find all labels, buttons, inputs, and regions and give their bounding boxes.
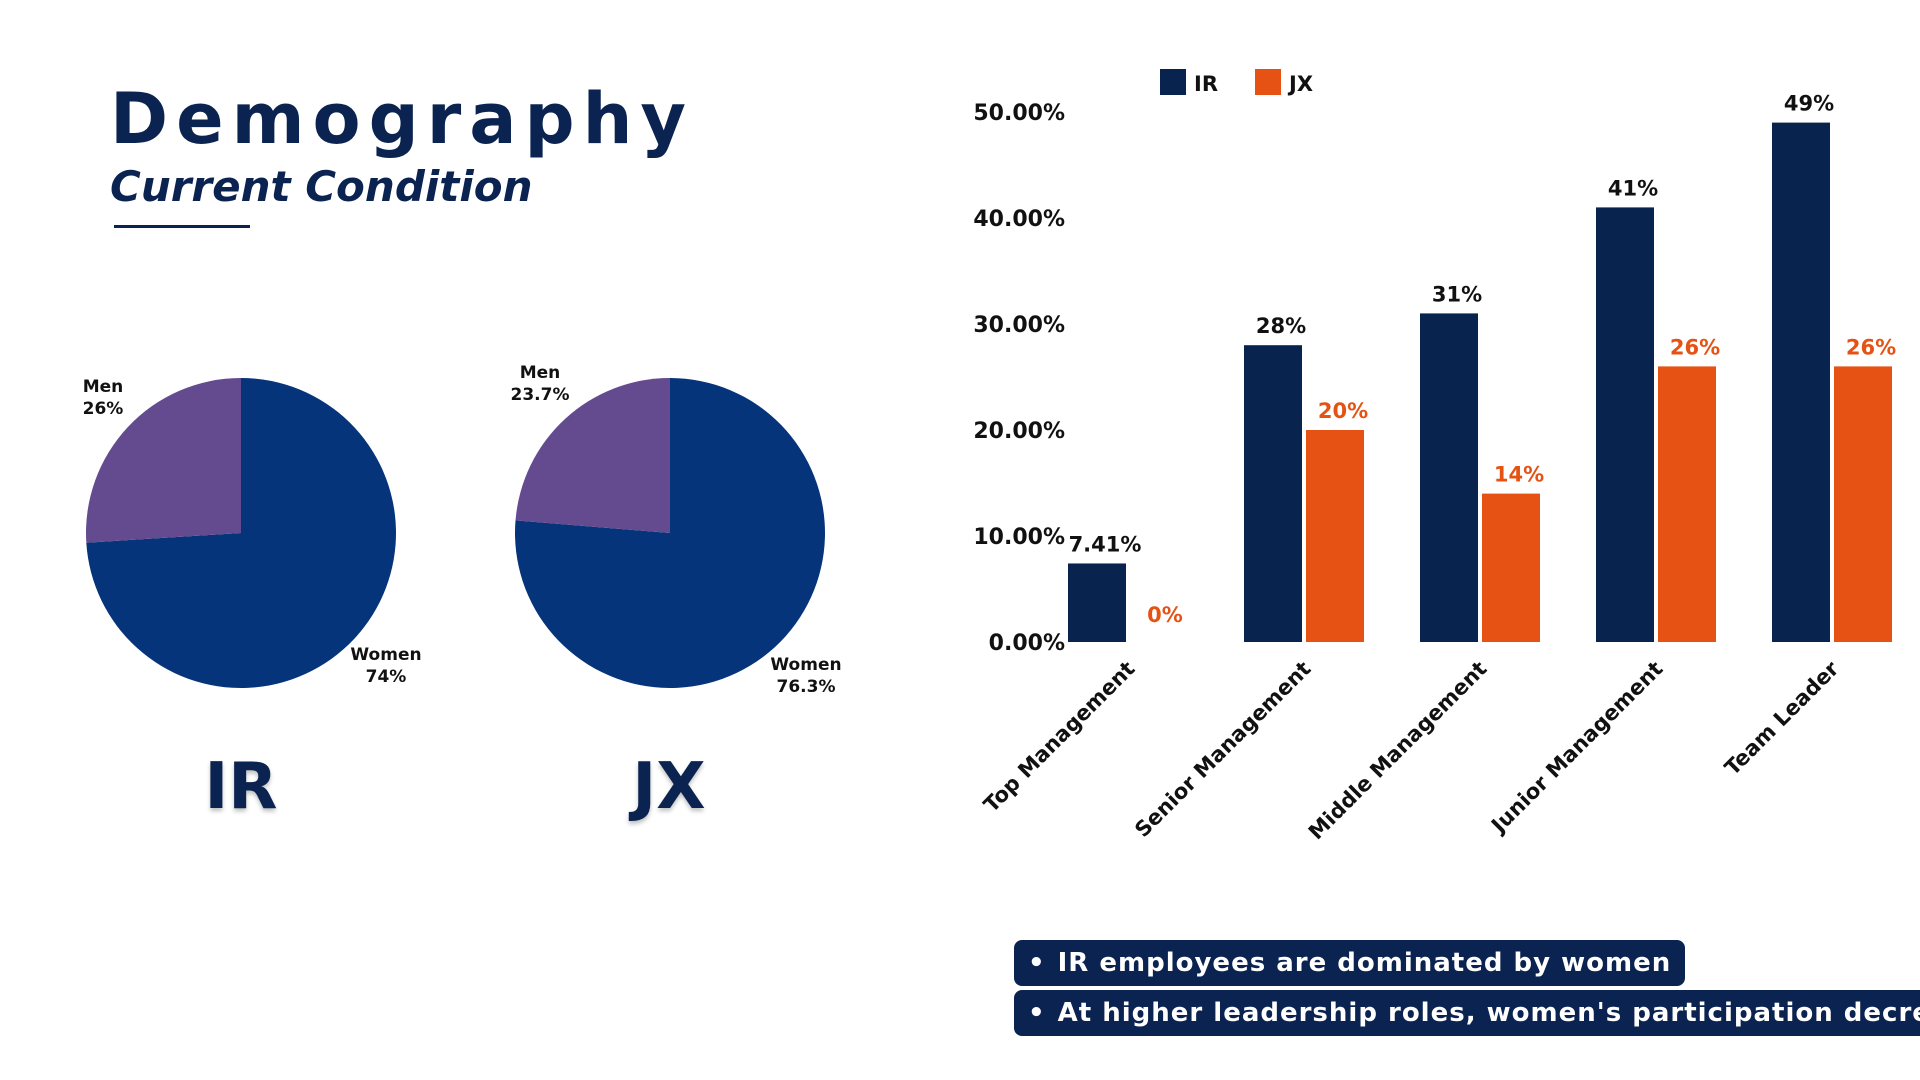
notes-box: • IR employees are dominated by women • At… — [1014, 940, 1920, 1040]
bar-jx — [1482, 493, 1540, 642]
note-text: At higher leadership roles, women's part… — [1057, 998, 1920, 1028]
x-category-label: Junior Management — [1485, 657, 1667, 839]
pie-slice-men — [515, 378, 670, 533]
legend-swatch — [1255, 69, 1281, 95]
bar-value-label: 14% — [1494, 463, 1544, 487]
x-category-label: Middle Management — [1304, 657, 1492, 845]
pie-slice-women — [86, 378, 397, 688]
bullet-icon: • — [1028, 998, 1046, 1028]
bar-ir — [1244, 345, 1302, 642]
y-tick-label: 50.00% — [973, 101, 1065, 126]
bar-value-label: 20% — [1318, 399, 1368, 423]
pie-slice-label: Men — [83, 377, 124, 397]
pie-slice-women — [515, 378, 826, 688]
x-category-label: Team Leader — [1720, 656, 1844, 780]
bar-value-label: 7.41% — [1069, 532, 1142, 556]
pie-slice-label: Women — [350, 645, 421, 665]
pie-name-ir: IR — [204, 750, 278, 824]
bar-jx — [1658, 366, 1716, 642]
bar-value-label: 28% — [1256, 314, 1306, 338]
page-title: Demography — [110, 78, 695, 160]
bar-value-label: 31% — [1432, 282, 1482, 306]
bar-chart: 0.00% 10.00% 20.00% 30.00% 40.00% 50.00% IR JX 7… — [973, 69, 1896, 845]
y-tick-label: 30.00% — [973, 313, 1065, 338]
y-tick-label: 40.00% — [973, 207, 1065, 232]
pie-slice-label: Men — [520, 363, 561, 383]
pie-slice-value: 74% — [366, 667, 407, 687]
bullet-icon: • — [1028, 948, 1046, 978]
bar-value-label: 49% — [1784, 92, 1834, 116]
bar-jx — [1834, 366, 1892, 642]
bar-value-label: 0% — [1147, 603, 1183, 627]
y-tick-label: 10.00% — [973, 525, 1065, 550]
bar-ir — [1068, 563, 1126, 642]
bar-jx — [1306, 430, 1364, 642]
bar-value-label: 26% — [1846, 335, 1896, 359]
bar-value-label: 41% — [1608, 176, 1658, 200]
x-category-label: Senior Management — [1130, 657, 1315, 842]
legend-label: IR — [1194, 72, 1218, 96]
pie-slice-value: 23.7% — [511, 385, 570, 405]
pie-slice-value: 26% — [83, 399, 124, 419]
note-item: • At higher leadership roles, women's par… — [1014, 990, 1920, 1036]
bar-ir — [1420, 313, 1478, 642]
note-text: IR employees are dominated by women — [1057, 948, 1672, 978]
page-subtitle: Current Condition — [110, 162, 533, 211]
legend-swatch — [1160, 69, 1186, 95]
pie-name-jx: JX — [632, 750, 706, 824]
bar-value-label: 26% — [1670, 335, 1720, 359]
y-tick-label: 20.00% — [973, 419, 1065, 444]
title-underline — [114, 225, 250, 228]
note-item: • IR employees are dominated by women — [1014, 940, 1686, 986]
pie-slice-men — [86, 378, 241, 543]
x-category-label: Top Management — [979, 657, 1139, 817]
y-tick-label: 0.00% — [989, 631, 1065, 656]
pie-slice-label: Women — [770, 655, 841, 675]
bar-ir — [1772, 122, 1830, 643]
bar-ir — [1596, 207, 1654, 642]
pie-slice-value: 76.3% — [777, 677, 836, 697]
legend-label: JX — [1287, 72, 1313, 96]
